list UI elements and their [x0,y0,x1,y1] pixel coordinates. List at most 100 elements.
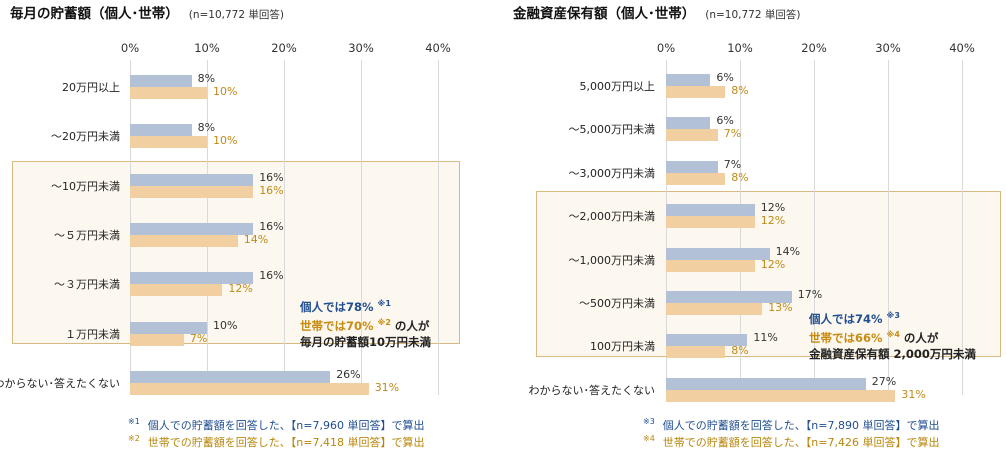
sample-size: (n=10,772 単回答) [188,9,284,21]
value-label-household: 10% [213,85,238,98]
value-label-household: 31% [901,387,926,401]
callout-individual: 個人では74% [809,311,883,326]
callout-note: 個人では74% ※3 世帯では66% ※4 の人が 金融資産保有額 2,000万… [809,308,976,362]
footnote-4: ※4 世帯での貯蓄額を回答した、【n=7,426 単回答】で算出 [643,434,939,450]
value-label-household: 8% [731,344,749,358]
x-tick-label: 30% [875,41,901,55]
callout-mark-1: ※1 [377,299,391,308]
value-label-household: 12% [228,282,253,296]
x-tick-label: 0% [120,41,140,55]
value-label-household: 8% [731,170,749,184]
category-label: わからない･答えたくない [528,383,656,397]
callout-suffix: の人が [394,318,430,333]
category-label: ～1,000万円未満 [568,253,656,267]
bar-individual [666,204,755,217]
bar-household [130,382,369,395]
callout-mark-3: ※3 [886,311,900,320]
chart-title-text: 金融資産保有額（個人･世帯） [513,6,696,22]
x-tick-label: 20% [271,41,297,55]
gridline [814,60,815,395]
bar-household [666,346,726,359]
footnote-text: 個人での貯蓄額を回答した、【n=7,960 単回答】で算出 [147,419,425,432]
bar-individual [130,370,331,383]
value-label-individual: 26% [336,367,361,381]
bar-individual [666,74,711,86]
bar-household [666,259,755,272]
value-label-individual: 10% [213,318,238,332]
bar-household [130,333,184,346]
category-label: 20万円以上 [62,81,120,94]
gridline [888,60,889,395]
chart-title-text: 毎月の貯蓄額（個人･世帯） [10,6,179,22]
callout-mark-4: ※4 [886,329,900,339]
gridline [284,60,285,395]
callout-note: 個人では78% ※1 世帯では70% ※2 の人が 毎月の貯蓄額10万円未満 [300,296,431,350]
category-label: １万円未満 [65,327,120,341]
value-label-household: 12% [760,214,786,228]
category-label: ～20万円未満 [51,130,120,144]
bar-individual [666,334,748,347]
callout-household: 世帯では66% [809,330,883,345]
category-label: ～2,000万円未満 [568,210,656,224]
callout-mark-2: ※2 [377,317,391,327]
value-label-individual: 17% [797,288,823,301]
gridline [962,60,963,395]
value-label-individual: 8% [197,121,216,135]
category-label: 100万円未満 [590,340,655,354]
x-tick-label: 30% [348,41,374,55]
value-label-household: 14% [243,232,269,246]
value-label-individual: 8% [197,72,216,85]
bar-household [666,86,726,98]
bar-household [666,389,896,402]
value-label-individual: 12% [760,201,786,215]
gridline [438,60,439,395]
bar-individual [130,222,254,235]
value-label-individual: 16% [259,219,284,233]
x-tick-label: 40% [949,41,975,55]
bar-household [666,172,726,185]
category-label: わからない･答えたくない [0,376,120,390]
footnote-text: 個人での貯蓄額を回答した、【n=7,890 単回答】で算出 [662,419,940,432]
chart-title: 毎月の貯蓄額（個人･世帯） (n=10,772 単回答) [10,2,284,22]
chart-title: 金融資産保有額（個人･世帯） (n=10,772 単回答) [513,2,800,22]
footnote-text: 世帯での貯蓄額を回答した、【n=7,426 単回答】で算出 [662,436,940,449]
x-tick-label: 10% [194,41,220,55]
bar-individual [130,321,207,334]
category-label: ～３万円未満 [54,278,120,292]
bar-household [130,185,254,198]
category-label: ～10万円未満 [51,179,120,193]
bar-individual [666,160,718,173]
savings-chart-panel: 毎月の貯蓄額（個人･世帯） (n=10,772 単回答) 0% 10% 20% 30% 4… [0,0,500,457]
x-tick-label: 0% [656,41,676,55]
x-tick-label: 40% [425,41,451,55]
value-label-household: 8% [731,84,749,97]
category-label: ～500万円未満 [579,297,655,310]
bar-individual [666,247,770,260]
category-label: ～3,000万円未満 [568,166,656,180]
bar-household [666,303,763,315]
value-label-household: 12% [760,257,786,271]
footnote-3: ※3 個人での貯蓄額を回答した、【n=7,890 単回答】で算出 [643,417,939,433]
highlight-box [536,191,1001,358]
value-label-individual: 16% [259,269,284,283]
value-label-individual: 6% [716,71,734,84]
sample-size: (n=10,772 単回答) [705,9,801,21]
footnote-mark: ※1 [128,417,140,426]
category-label: 5,000万円以上 [579,80,656,93]
value-label-household: 10% [213,134,238,148]
x-tick-label: 10% [727,41,753,55]
x-tick-label: 20% [801,41,827,55]
bar-individual [666,117,711,130]
value-label-individual: 7% [723,157,742,171]
value-label-individual: 14% [775,244,801,258]
footnote-mark: ※2 [128,434,140,443]
bar-household [130,87,207,99]
footnote-text: 世帯での貯蓄額を回答した、【n=7,418 単回答】で算出 [147,436,425,449]
bar-individual [130,272,254,285]
value-label-individual: 27% [871,374,897,388]
value-label-household: 31% [374,380,400,394]
bar-household [130,136,207,149]
footnote-mark: ※3 [643,417,655,426]
bar-household [130,234,238,247]
bar-individual [130,124,192,137]
